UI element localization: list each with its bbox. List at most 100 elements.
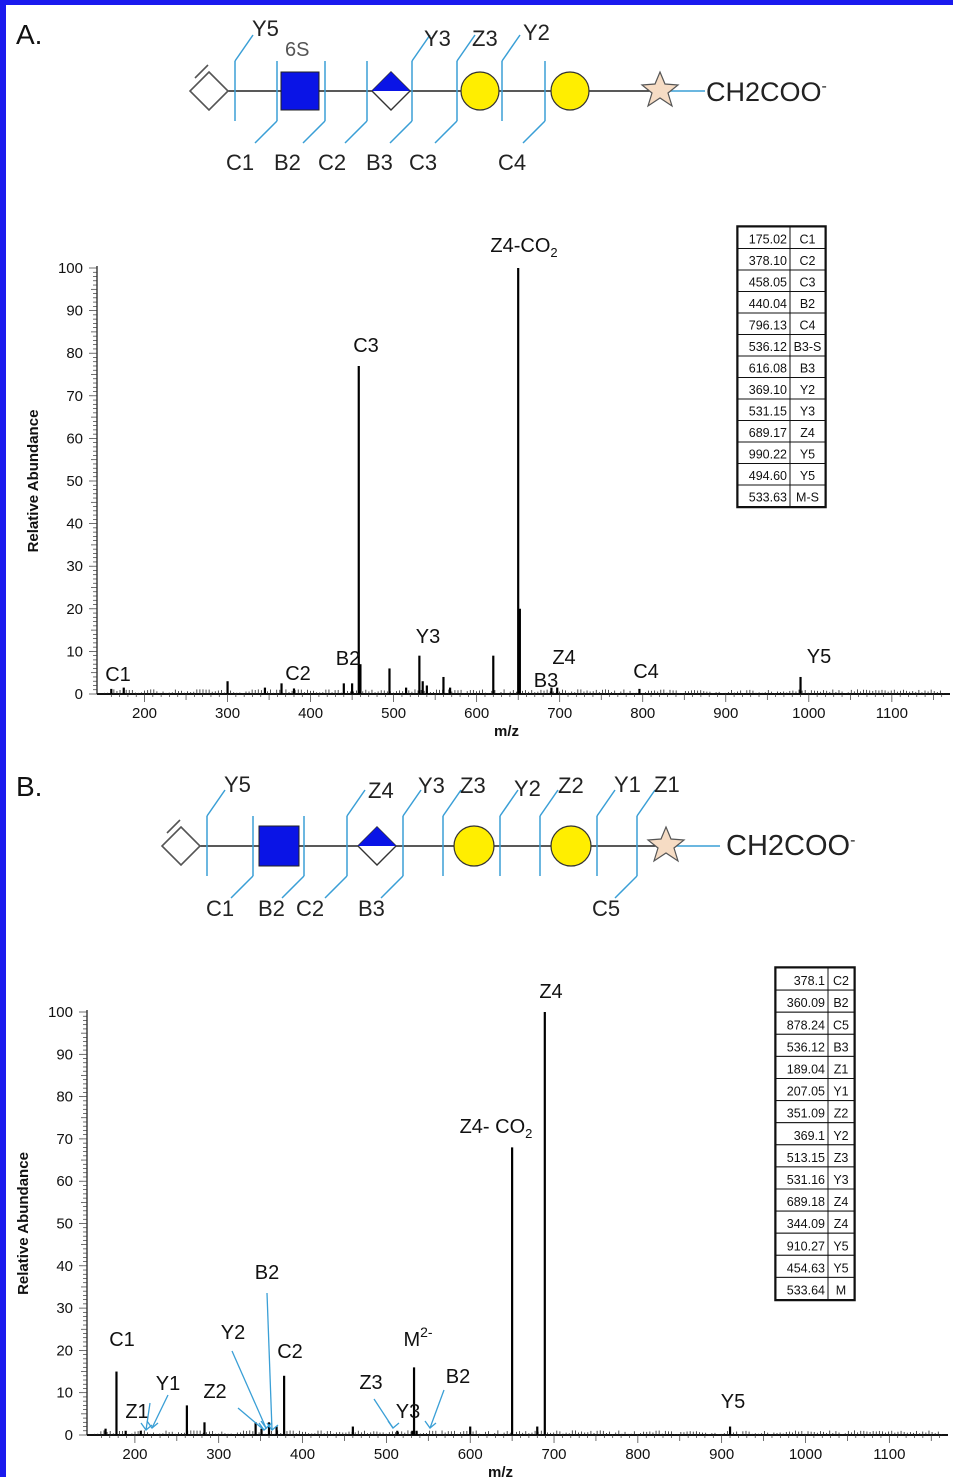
peak-label: B3 — [534, 670, 558, 692]
y-tick-label: 80 — [56, 1089, 73, 1106]
double-bond-diamond-icon — [188, 64, 230, 112]
y-tick-label: 70 — [66, 388, 83, 405]
table-ion: Y2 — [800, 383, 815, 397]
y-tick-label: 0 — [65, 1427, 73, 1444]
cleavage-tick — [206, 789, 226, 817]
cleavage-label-bottom: C5 — [592, 896, 620, 921]
y-tick-label: 80 — [66, 345, 83, 362]
cleavage-tick — [411, 34, 431, 62]
cleavage-tick — [539, 789, 559, 817]
sulfate-label: 6S — [285, 39, 309, 61]
cleavage-tick — [389, 120, 413, 144]
x-tick-label: 1100 — [876, 705, 908, 722]
peak-label: C2 — [277, 1341, 303, 1363]
cleavage-label-bottom: B3 — [366, 150, 393, 175]
table-ion: Y5 — [833, 1261, 848, 1275]
x-tick-label: 300 — [206, 1446, 231, 1463]
table-ion: B3 — [800, 362, 815, 376]
cleavage-tick — [456, 34, 476, 62]
y-tick-label: 100 — [48, 1004, 73, 1021]
x-tick-label: 300 — [215, 705, 240, 722]
x-tick-label: 900 — [709, 1446, 734, 1463]
y-axis-title: Relative Abundance — [25, 410, 42, 553]
y-axis-title: Relative Abundance — [15, 1152, 32, 1295]
table-mz: 189.04 — [787, 1063, 825, 1077]
cleavage-tick — [254, 120, 278, 144]
y-tick-label: 50 — [56, 1216, 73, 1233]
hexose-circle-icon — [550, 71, 590, 111]
peak-label: Z4-CO2 — [490, 235, 557, 260]
table-ion: B3-S — [794, 340, 822, 354]
table-ion: Z4 — [834, 1195, 849, 1209]
table-mz: 440.04 — [749, 297, 787, 311]
x-tick-label: 400 — [298, 705, 323, 722]
table-mz: 536.12 — [749, 340, 787, 354]
peak-label: C3 — [353, 335, 379, 357]
hexose-circle-icon — [550, 825, 592, 867]
table-ion: C3 — [800, 276, 816, 290]
table-mz: 344.09 — [787, 1217, 825, 1231]
table-mz: 536.12 — [787, 1040, 825, 1054]
cleavage-label-top: Z3 — [472, 26, 498, 51]
y-tick-label: 30 — [56, 1300, 73, 1317]
table-ion: C2 — [800, 254, 816, 268]
peak-label: Y5 — [721, 1391, 745, 1413]
table-mz: 533.64 — [787, 1284, 825, 1298]
x-tick-label: 700 — [547, 705, 572, 722]
table-ion: M-S — [796, 491, 819, 505]
peak-label: C2 — [285, 663, 311, 685]
fragment-table-a: 175.02 C1 378.10 C2 458.05 C3 440.04 B2 796.13 C4… — [736, 225, 827, 509]
x-tick-label: 200 — [122, 1446, 147, 1463]
cleavage-tick — [434, 120, 458, 144]
x-tick-label: 500 — [374, 1446, 399, 1463]
x-axis-title: m/z — [494, 723, 519, 738]
cleavage-tick — [499, 789, 519, 817]
end-group: CH2COO- — [726, 830, 855, 862]
cleavage-label-bottom: C1 — [226, 150, 254, 175]
table-ion: Y1 — [833, 1085, 848, 1099]
table-mz: 369.1 — [794, 1129, 825, 1143]
glycan-a: 6S CH2COO- Y5 Y3 Z3 Y2 C1 B2 C2 B3 C3 C4 — [188, 16, 827, 175]
y-tick-label: 60 — [66, 430, 83, 447]
table-mz: 796.13 — [749, 319, 787, 333]
x-tick-label: 400 — [290, 1446, 315, 1463]
x-tick-label: 900 — [713, 705, 738, 722]
x-tick-label: 500 — [381, 705, 406, 722]
table-ion: Y3 — [833, 1173, 848, 1187]
table-ion: Y5 — [833, 1239, 848, 1253]
x-tick-label: 800 — [625, 1446, 650, 1463]
cleavage-label-top: Z4 — [368, 778, 394, 803]
peak-label: Y2 — [221, 1322, 245, 1344]
hexnac-square-icon — [280, 71, 320, 111]
x-tick-label: 600 — [458, 1446, 483, 1463]
table-mz: 494.60 — [749, 469, 787, 483]
cleavage-label-bottom: B2 — [258, 896, 285, 921]
double-bond-diamond-icon — [160, 819, 202, 867]
table-ion: B2 — [800, 297, 815, 311]
table-mz: 878.24 — [787, 1018, 825, 1032]
glycan-b: CH2COO- Y5 Z4 Y3 Z3 Y2 Z2 Y1 Z1 C1 B2 C2 B3 C5 — [160, 772, 855, 921]
peak-label: Y3 — [396, 1401, 420, 1423]
cleavage-tick — [234, 34, 254, 62]
cleavage-label-bottom: B3 — [358, 896, 385, 921]
peak-label: B2 — [255, 1262, 279, 1284]
cleavage-tick — [402, 789, 422, 817]
table-ion: Z4 — [800, 426, 815, 440]
panel-b: B. CH2COO- Y5 Z4 Y3 Z3 Y2 Z2 Y1 Z1 C1 B2 C2 B3 C5 37… — [15, 771, 948, 1477]
y-tick-label: 20 — [56, 1342, 73, 1359]
peak-label: C4 — [633, 661, 659, 683]
cleavage-label-top: Z3 — [460, 773, 486, 798]
y-tick-label: 50 — [66, 473, 83, 490]
table-ion: B3 — [833, 1040, 848, 1054]
table-mz: 360.09 — [787, 996, 825, 1010]
table-mz: 207.05 — [787, 1085, 825, 1099]
y-tick-label: 70 — [56, 1131, 73, 1148]
table-mz: 616.08 — [749, 362, 787, 376]
table-mz: 378.1 — [794, 974, 825, 988]
cleavage-tick — [380, 875, 404, 899]
cleavage-label-top: Y1 — [614, 772, 641, 797]
panel-label-a: A. — [16, 19, 42, 50]
cleavage-label-top: Y3 — [424, 26, 451, 51]
peak-label: Z4 — [539, 981, 562, 1003]
